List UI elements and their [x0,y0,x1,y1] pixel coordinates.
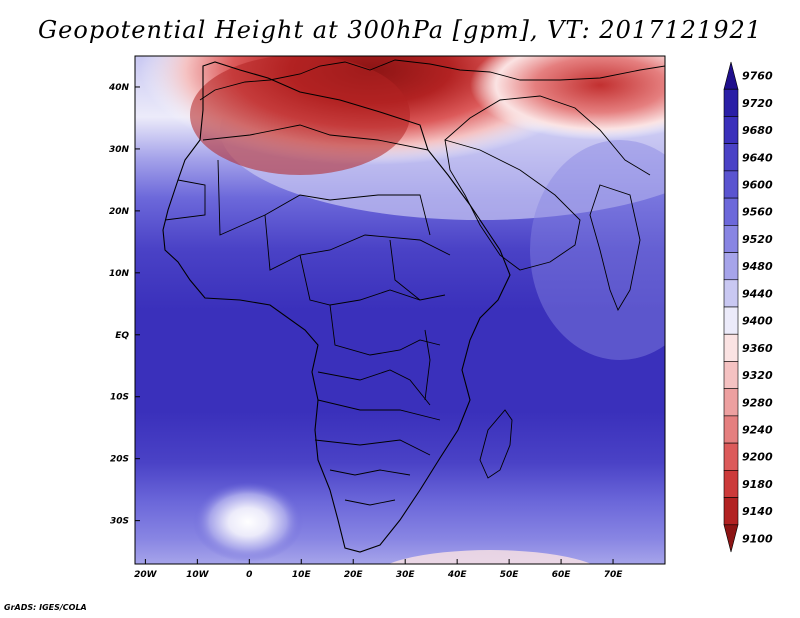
lon-tick-label: 30E [396,570,416,580]
colorbar-box [723,524,739,553]
colorbar-label: 9140 [742,505,773,518]
colorbar-label: 9400 [742,315,773,328]
colorbar-label: 9180 [742,478,773,491]
plot-frame [134,55,666,565]
colorbar-label: 9720 [742,97,773,110]
colorbar-label: 9520 [742,233,773,246]
colorbar-box [723,252,739,281]
colorbar-label: 9100 [742,532,773,545]
colorbar-label: 9680 [742,124,773,137]
lat-tick-label: 30S [110,517,129,527]
lon-tick-label: 40E [447,570,468,580]
colorbar-box [723,143,739,172]
lat-tick-label: 20N [109,207,130,217]
colorbar-box [723,88,739,117]
colorbar-label: 9600 [742,179,773,192]
colorbar-label: 9640 [742,151,773,164]
colorbar-box [723,470,739,498]
colorbar-box [723,61,739,90]
lat-tick-label: 10N [109,269,130,279]
colorbar-label: 9280 [742,396,773,409]
lon-tick-label: 60E [552,570,572,580]
longitude-axis: 20W 10W 0 10E 20E 30E 40E 50E 60E 70E [134,559,623,580]
lat-tick-label: 20S [110,455,129,465]
colorbar-label: 9200 [742,451,773,464]
colorbar-box [723,333,739,362]
colorbar-box [723,116,739,144]
colorbar-label: 9480 [742,260,773,273]
colorbar-box [723,388,739,417]
colorbar-box [723,442,739,471]
colorbar-box [723,225,739,253]
lon-tick-label: 10W [186,570,210,580]
lat-tick-label: EQ [115,331,129,341]
height-field [135,56,665,564]
lon-tick-label: 50E [500,570,520,580]
colorbar-box [723,197,739,226]
colorbar-label: 9440 [742,287,773,300]
lat-tick-label: 10S [110,393,129,403]
colorbar-box [723,306,739,335]
lon-tick-label: 70E [604,570,624,580]
coastlines [162,59,665,553]
lon-tick-label: 0 [246,570,252,580]
lon-tick-label: 10E [292,570,312,580]
grads-credit: GrADS: IGES/COLA [4,603,87,612]
colorbar-boxes [723,61,739,553]
colorbar-box [723,497,739,526]
colorbar-box [723,279,739,308]
colorbar-label: 9240 [742,424,773,437]
colorbar-box [723,361,739,389]
latitude-axis: 40N 30N 20N 10N EQ 10S 20S 30S [108,83,140,527]
colorbar-box [723,170,739,199]
lat-tick-label: 40N [108,83,130,93]
colorbar-labels: 9760 9720 9680 9640 9600 9560 9520 9480 9440 9400… [742,70,773,546]
lon-tick-label: 20W [134,570,158,580]
lat-tick-label: 30N [109,145,130,155]
colorbar-label: 9360 [742,342,773,355]
chart-title: Geopotential Height at 300hPa [gpm], VT:… [38,16,762,44]
lon-tick-label: 20E [344,570,364,580]
colorbar-label: 9320 [742,369,773,382]
colorbar-label: 9760 [742,70,773,83]
colorbar-label: 9560 [742,206,773,219]
colorbar-box [723,415,739,444]
